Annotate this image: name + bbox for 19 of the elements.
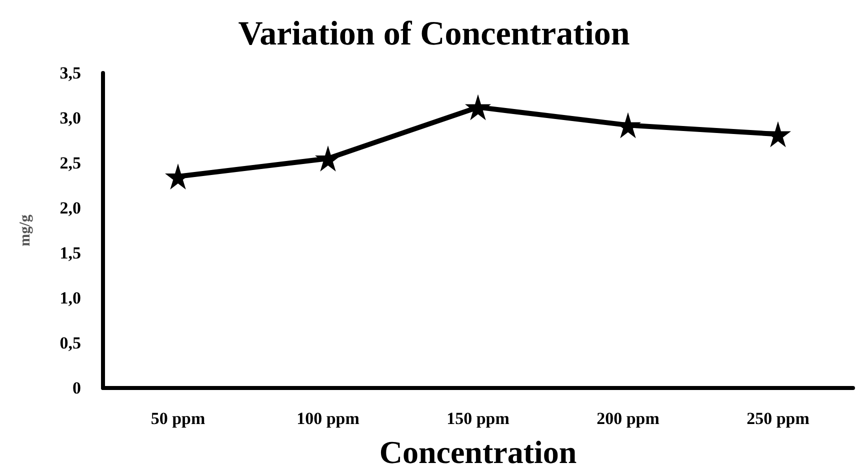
point (465, 94, 491, 120)
y-tick-label: 3,0 (60, 108, 81, 128)
x-tick-label: 100 ppm (296, 409, 360, 428)
x-axis-title: Concentration (379, 434, 577, 470)
y-tick-label: 2,5 (60, 154, 81, 172)
y-tick-label: 2,0 (60, 198, 81, 218)
y-tick-label: 1,0 (60, 288, 81, 308)
y-tick-label: 3,5 (60, 64, 81, 82)
point (765, 121, 791, 148)
x-tick-label: 200 ppm (596, 409, 660, 428)
y-tick-label: 0,5 (60, 334, 81, 352)
point (315, 146, 341, 172)
x-tick-label: 250 ppm (746, 409, 810, 428)
y-tick-label: 0 (72, 378, 81, 398)
chart-title: Variation of Concentration (238, 16, 630, 52)
x-tick-label: 50 ppm (150, 409, 206, 428)
y-axis-title: mg/g (18, 214, 34, 246)
x-tick-label: 150 ppm (446, 409, 510, 428)
y-tick-label: 1,5 (60, 244, 81, 262)
